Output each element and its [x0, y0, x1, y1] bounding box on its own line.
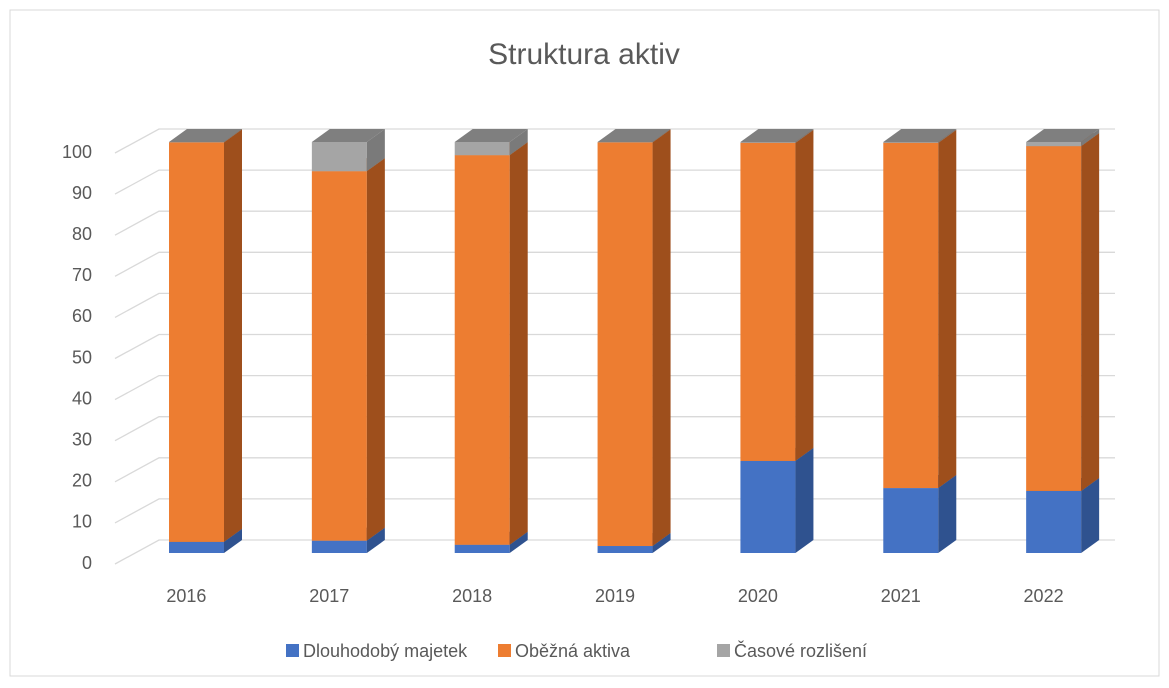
bar-front: [455, 545, 510, 553]
legend-swatch: [286, 644, 299, 657]
bar-front: [598, 142, 653, 546]
legend-swatch: [498, 644, 511, 657]
y-tick-label: 80: [72, 224, 92, 244]
legend-label: Časové rozlišení: [734, 640, 867, 661]
y-tick-label: 50: [72, 347, 92, 367]
bar-segment: [740, 130, 813, 461]
bar-side: [653, 129, 671, 546]
bar-side: [1081, 133, 1099, 491]
x-tick-label: 2022: [1024, 586, 1064, 606]
y-tick-label: 40: [72, 388, 92, 408]
legend-swatch: [717, 644, 730, 657]
legend-label: Dlouhodobý majetek: [303, 641, 468, 661]
y-tick-label: 10: [72, 512, 92, 532]
x-tick-label: 2016: [166, 586, 206, 606]
bar-front: [169, 142, 224, 541]
y-tick-label: 0: [82, 553, 92, 573]
bar-front: [598, 546, 653, 553]
bar-side: [510, 142, 528, 545]
y-tick-label: 90: [72, 183, 92, 203]
bar-segment: [598, 129, 671, 546]
bar-segment: [455, 142, 528, 545]
bar-side: [1081, 478, 1099, 553]
bar-segment: [740, 448, 813, 553]
y-tick-label: 70: [72, 265, 92, 285]
bar-side: [938, 475, 956, 553]
bar-side: [795, 448, 813, 553]
x-tick-label: 2019: [595, 586, 635, 606]
y-tick-label: 60: [72, 306, 92, 326]
bar-side: [224, 129, 242, 541]
bar-segment: [883, 130, 956, 488]
bar-segment: [1026, 133, 1099, 491]
chart-title: Struktura aktiv: [488, 38, 680, 71]
bar-front: [312, 541, 367, 553]
bar-front: [740, 142, 795, 143]
bar-front: [883, 488, 938, 553]
bar-front: [1026, 491, 1081, 553]
bar-front: [883, 143, 938, 488]
bar-segment: [169, 129, 242, 541]
bar-front: [1026, 142, 1081, 146]
x-tick-label: 2017: [309, 586, 349, 606]
bar-front: [169, 542, 224, 553]
bar-front: [455, 142, 510, 155]
bar-front: [740, 461, 795, 553]
bar-front: [740, 143, 795, 461]
bar-front: [312, 142, 367, 171]
x-tick-label: 2020: [738, 586, 778, 606]
y-tick-label: 30: [72, 429, 92, 449]
y-tick-label: 20: [72, 471, 92, 491]
bar-front: [312, 171, 367, 540]
bar-front: [455, 155, 510, 545]
bar-segment: [312, 158, 385, 540]
bar-side: [938, 130, 956, 488]
x-tick-label: 2021: [881, 586, 921, 606]
x-tick-label: 2018: [452, 586, 492, 606]
bar-segment: [312, 129, 385, 171]
y-tick-label: 100: [62, 142, 92, 162]
bar-side: [367, 158, 385, 540]
bar-front: [883, 142, 938, 143]
legend-label: Oběžná aktiva: [515, 641, 631, 661]
bar-front: [1026, 146, 1081, 491]
bar-side: [795, 130, 813, 461]
